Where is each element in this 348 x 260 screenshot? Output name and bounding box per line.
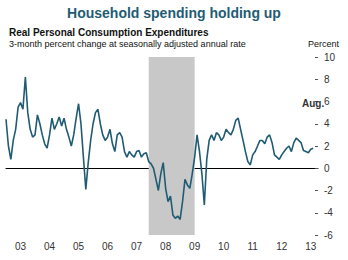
svg-text:3-month percent change at seas: 3-month percent change at seasonally adj… <box>9 39 246 49</box>
svg-text:6: 6 <box>324 96 330 107</box>
svg-text:09: 09 <box>189 241 201 252</box>
svg-text:06: 06 <box>102 241 114 252</box>
svg-text:2: 2 <box>324 141 330 152</box>
svg-text:-6: -6 <box>324 230 333 241</box>
svg-text:12: 12 <box>276 241 288 252</box>
svg-text:11: 11 <box>248 241 259 252</box>
svg-text:08: 08 <box>160 241 172 252</box>
svg-text:07: 07 <box>131 241 143 252</box>
svg-text:05: 05 <box>73 241 85 252</box>
svg-text:13: 13 <box>305 241 317 252</box>
svg-text:0: 0 <box>324 163 330 174</box>
svg-text:03: 03 <box>15 241 27 252</box>
svg-text:04: 04 <box>44 241 56 252</box>
svg-text:-2: -2 <box>324 185 333 196</box>
svg-text:Percent: Percent <box>308 39 340 49</box>
svg-text:Real Personal Consumption Expe: Real Personal Consumption Expenditures <box>9 27 209 38</box>
svg-text:10: 10 <box>324 52 336 63</box>
svg-text:10: 10 <box>218 241 230 252</box>
svg-text:-4: -4 <box>324 207 333 218</box>
svg-text:Household spending holding up: Household spending holding up <box>67 5 281 21</box>
svg-text:4: 4 <box>324 118 330 129</box>
svg-text:Aug.: Aug. <box>302 98 324 109</box>
svg-text:8: 8 <box>324 74 330 85</box>
